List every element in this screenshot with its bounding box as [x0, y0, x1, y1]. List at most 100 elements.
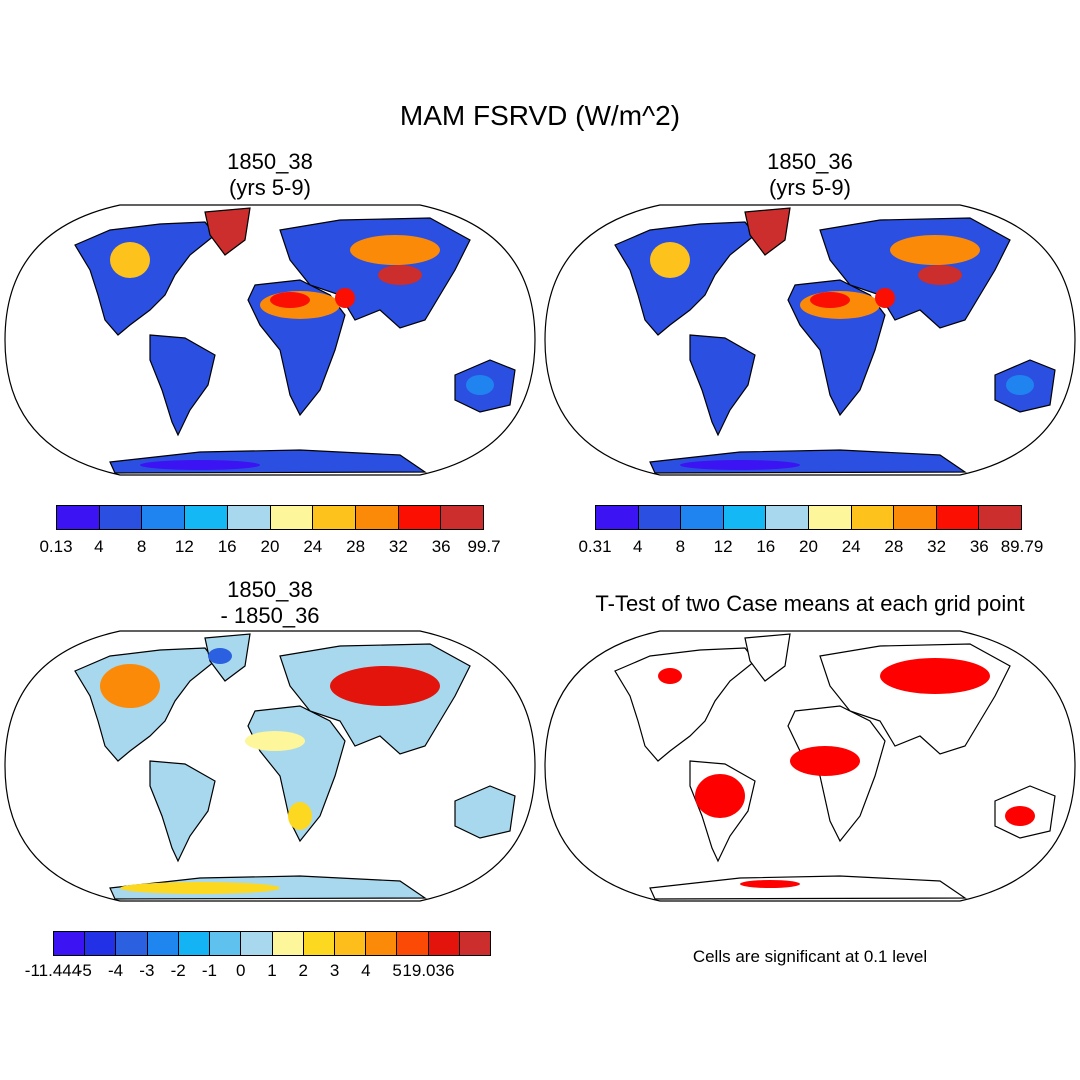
colorbar-diff-box [178, 932, 211, 955]
hotspot-siberia [350, 235, 440, 265]
colorbar-case2-box [596, 506, 639, 529]
colorbar-case2-label: 0.31 [578, 537, 612, 556]
colorbar-diff-box [272, 932, 304, 955]
anomaly-north-america [100, 664, 160, 708]
colorbar-diff-label: 2 [298, 961, 309, 980]
hotspot-sahara-core [810, 292, 850, 308]
land-antarctica [649, 875, 967, 900]
map-frame [544, 630, 1076, 902]
colorbar-case1-box [99, 506, 143, 529]
land-southAmerica [149, 334, 216, 437]
colorbar-case2-box [936, 506, 980, 529]
land-northAmerica [74, 221, 216, 336]
patch-australia [1006, 375, 1034, 395]
colorbar-diff-label: 0 [235, 961, 246, 980]
colorbar-case1-box [185, 506, 228, 529]
colorbar-case2-label: 28 [884, 537, 904, 556]
colorbar-diff-label: -5 [76, 961, 92, 980]
map-diff [4, 630, 536, 902]
colorbar-diff-label: 4 [361, 961, 371, 980]
hotspot-sahara-core [270, 292, 310, 308]
colorbar-diff-label: 19.036 [402, 961, 455, 980]
colorbar-case1-label: 16 [217, 537, 237, 556]
colorbar-case1-box [441, 506, 484, 529]
colorbar-case2-box [894, 506, 937, 529]
figure-title: MAM FSRVD (W/m^2) [399, 100, 681, 131]
colorbar-case1-label: 4 [94, 537, 104, 556]
patch-antarctica [680, 460, 800, 470]
map-case1 [4, 204, 536, 476]
significance-footnote: Cells are significant at 0.1 level [692, 947, 928, 966]
colorbar-case1-box [142, 506, 186, 529]
colorbar-diff-box [85, 932, 117, 955]
colorbar-diff-box [147, 932, 179, 955]
land-greenland [744, 633, 791, 682]
anomaly-antarctica [120, 882, 280, 894]
colorbar-diff-labels: -11.444 -5 -4 -3 -2 -1 0 1 2 3 4 5 19.036 [25, 961, 491, 981]
hotspot-tibet [378, 265, 422, 285]
colorbar-diff-box [116, 932, 148, 955]
diff-title-line2: - 1850_36 [220, 603, 320, 628]
colorbar-case2-box [808, 506, 852, 529]
colorbar-diff-box [428, 932, 460, 955]
colorbar-case2-label: 20 [799, 537, 818, 556]
patch-antarctica [140, 460, 260, 470]
colorbar-diff-label: 5 [392, 961, 402, 980]
colorbar-case1-label: 99.7 [467, 537, 501, 556]
map-frame [4, 630, 536, 902]
anomaly-southern-africa [288, 802, 312, 830]
colorbar-case2-box [681, 506, 724, 529]
case2-title-line2: (yrs 5-9) [769, 175, 851, 200]
colorbar-diff-label: -1 [201, 961, 217, 980]
significant-south-america [695, 774, 745, 818]
colorbar-diff-box [54, 932, 86, 955]
land-northAmerica [614, 221, 756, 336]
colorbar-case1-box [355, 506, 399, 529]
case1-title-line1: 1850_38 [227, 149, 313, 174]
colorbar-case1-label: 32 [388, 537, 408, 556]
hotspot-tibet [918, 265, 962, 285]
colorbar-diff-label: -11.444 [24, 961, 82, 980]
map-frame [544, 204, 1076, 476]
colorbar-diff-label: -3 [139, 961, 155, 980]
colorbar-case1-labels: 0.13 4 8 12 16 20 24 28 32 36 99.7 [39, 537, 500, 557]
significant-antarctica [740, 880, 800, 888]
colorbar-case2 [595, 505, 1022, 530]
colorbar-case2-box [766, 506, 809, 529]
colorbar-case1-label: 0.13 [39, 537, 73, 556]
hotspot-arabia [335, 288, 355, 308]
colorbar-case2-label: 24 [841, 537, 861, 556]
colorbar-case1-label: 28 [346, 537, 366, 556]
colorbar-diff-box [241, 932, 273, 955]
colorbar-case2-box [851, 506, 895, 529]
case2-title-line1: 1850_36 [767, 149, 853, 174]
significant-eurasia [880, 658, 990, 694]
colorbar-case1-label: 36 [431, 537, 451, 556]
map-ttest [544, 630, 1076, 902]
patch-australia [466, 375, 494, 395]
significant-africa [790, 746, 860, 776]
colorbar-diff [53, 931, 491, 956]
colorbar-case1-label: 24 [303, 537, 323, 556]
colorbar-diff-box [366, 932, 398, 955]
colorbar-case1-label: 12 [174, 537, 194, 556]
colorbar-case2-label: 16 [756, 537, 776, 556]
land-australia [454, 785, 516, 839]
anomaly-greenland-negative [208, 648, 232, 664]
colorbar-diff-label: -2 [170, 961, 186, 980]
land-northAmerica [614, 647, 756, 762]
colorbar-diff-label: 3 [329, 961, 340, 980]
map-case2 [544, 204, 1076, 476]
colorbar-case1-label: 20 [260, 537, 280, 556]
colorbar-case1-box [57, 506, 100, 529]
hotspot-north-america [650, 242, 690, 278]
hotspot-arabia [875, 288, 895, 308]
land-greenland [744, 207, 791, 256]
colorbar-diff-box [334, 932, 367, 955]
land-southAmerica [149, 760, 216, 863]
significant-north-america [658, 668, 682, 684]
anomaly-sahel [245, 731, 305, 751]
colorbar-diff-label: 1 [267, 961, 277, 980]
ttest-title: T-Test of two Case means at each grid po… [595, 591, 1025, 616]
colorbar-case2-label: 8 [675, 537, 686, 556]
